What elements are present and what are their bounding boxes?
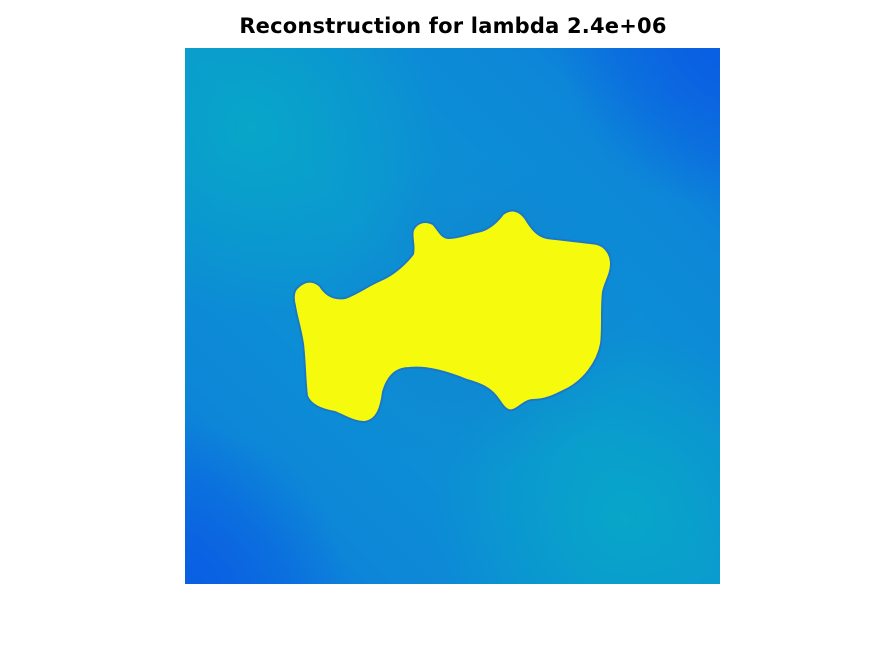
heatmap-image [185,48,720,584]
heatmap-svg [185,48,720,584]
chart-title: Reconstruction for lambda 2.4e+06 [239,14,667,38]
inclusion-shape [292,209,613,424]
